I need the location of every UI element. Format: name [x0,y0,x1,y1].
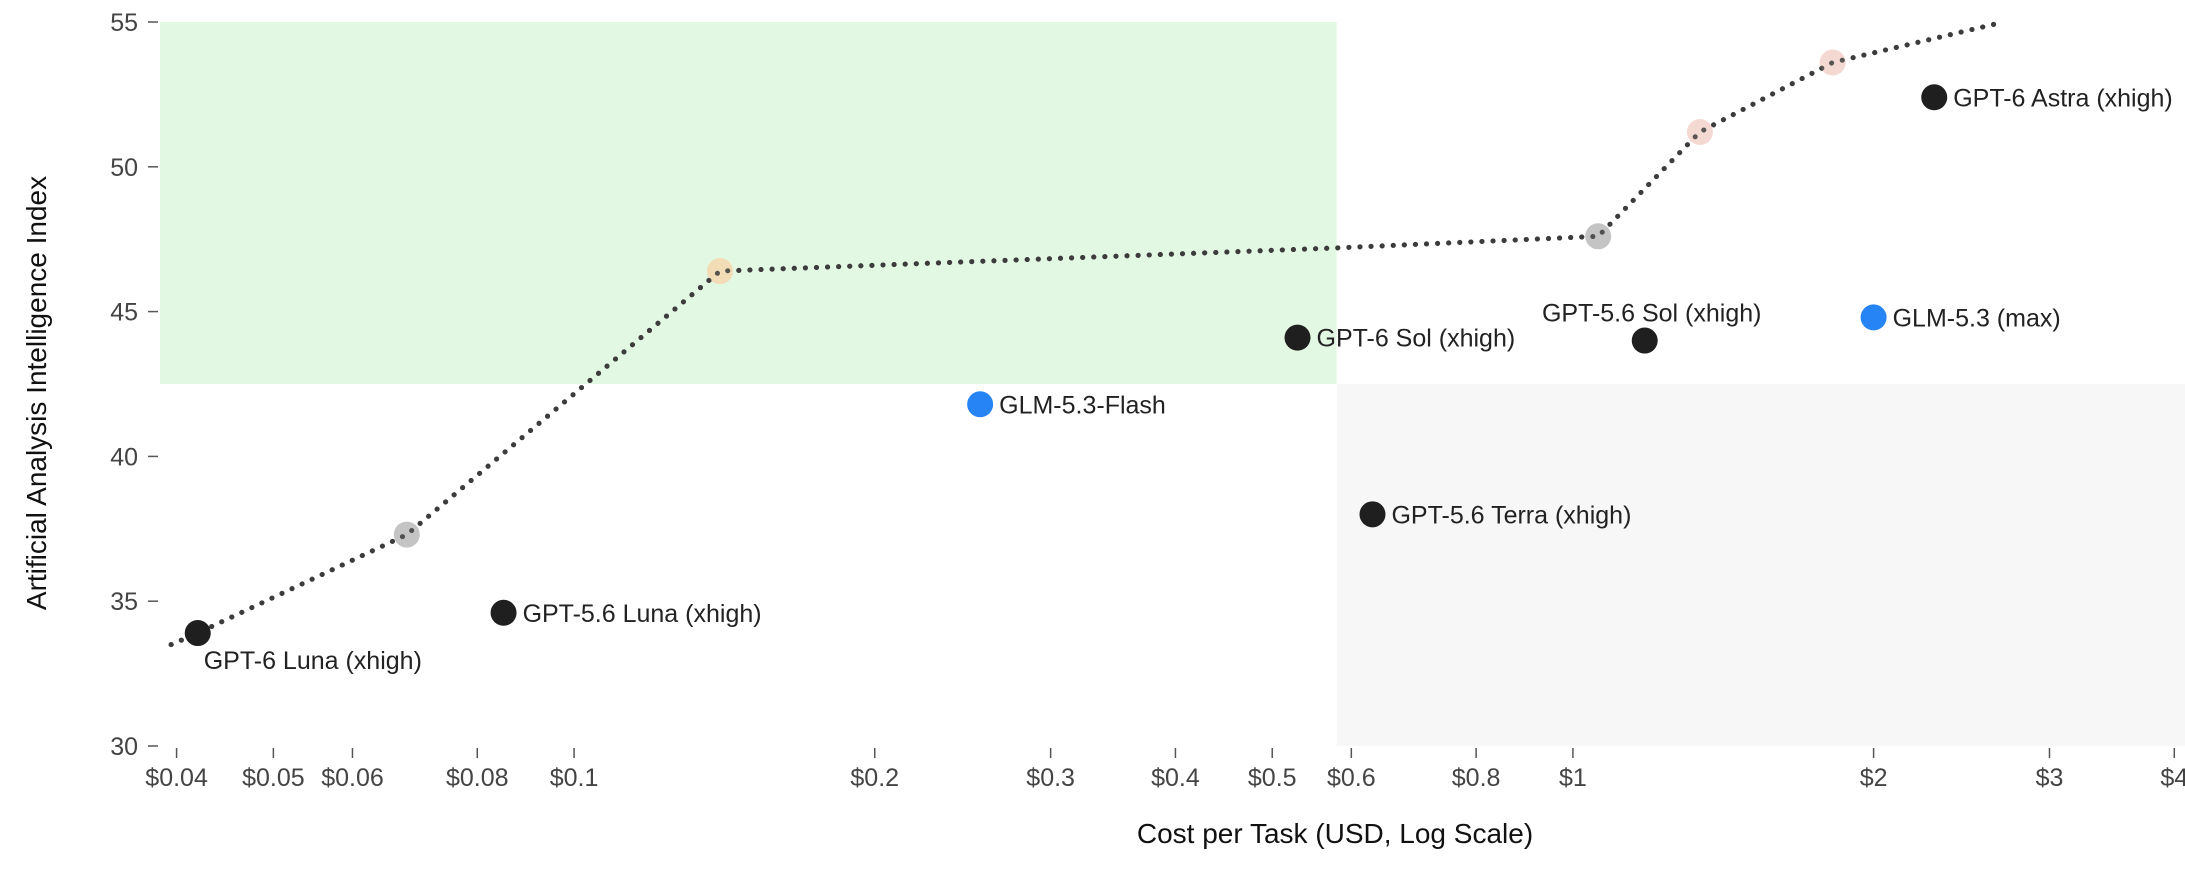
data-point-label: GLM-5.3-Flash [999,391,1166,419]
x-tick-label: $0.3 [1026,764,1075,792]
axes: 30 35 40 45 50 55 $0.04 $0.05 $0.06 $0.08 $0.1 $0.2… [110,9,2185,792]
x-tick-label: $0.6 [1327,764,1376,792]
y-tick-label: 30 [110,733,138,761]
x-tick-label: $0.1 [550,764,599,792]
x-tick-label: $0.4 [1151,764,1200,792]
frontier [168,19,2007,648]
y-tick-label: 35 [110,588,138,616]
data-points: GPT-6 Luna (xhigh) GPT-5.6 Luna (xhigh) GL… [184,84,2173,675]
data-point [1860,304,1887,331]
x-tick-label: $0.05 [242,764,305,792]
data-point-label: GPT-5.6 Sol (xhigh) [1542,300,1762,328]
data-point-label: GLM-5.3 (max) [1893,304,2061,332]
data-point [967,391,994,418]
data-point [1921,84,1948,111]
frontier-marker [1686,119,1713,146]
x-tick-label: $0.2 [850,764,899,792]
y-axis-title: Artificial Analysis Intelligence Index [21,176,52,610]
x-tick-label: $1 [1559,764,1587,792]
x-tick-label: $2 [1860,764,1888,792]
data-point-label: GPT-5.6 Terra (xhigh) [1391,501,1631,529]
x-axis-title: Cost per Task (USD, Log Scale) [1137,818,1533,849]
frontier-marker [1585,223,1612,250]
data-point [1631,327,1658,354]
data-point [1359,501,1386,528]
data-point-label: GPT-5.6 Luna (xhigh) [523,600,762,628]
x-tick-label: $4 [2160,764,2185,792]
data-point [1284,324,1311,351]
data-point [184,620,211,647]
x-tick-label: $0.06 [321,764,384,792]
frontier-line-overlay [168,19,2007,648]
x-tick-label: $0.08 [446,764,509,792]
x-tick-label: $0.8 [1452,764,1501,792]
y-tick-label: 55 [110,9,138,37]
least-attractive-quadrant [1336,384,2185,746]
y-tick-label: 45 [110,299,138,327]
y-tick-label: 40 [110,443,138,471]
y-tick-label: 50 [110,154,138,182]
data-point-label: GPT-6 Astra (xhigh) [1953,84,2173,112]
data-point-label: GPT-6 Sol (xhigh) [1317,325,1516,353]
x-tick-label: $0.04 [145,764,208,792]
data-point [490,599,517,626]
frontier-marker [707,258,734,285]
quadrant-regions [160,22,2185,746]
frontier-marker [393,521,420,548]
x-tick-label: $3 [2036,764,2064,792]
data-point-label: GPT-6 Luna (xhigh) [204,647,422,675]
most-attractive-quadrant [160,22,1337,384]
x-tick-label: $0.5 [1248,764,1297,792]
